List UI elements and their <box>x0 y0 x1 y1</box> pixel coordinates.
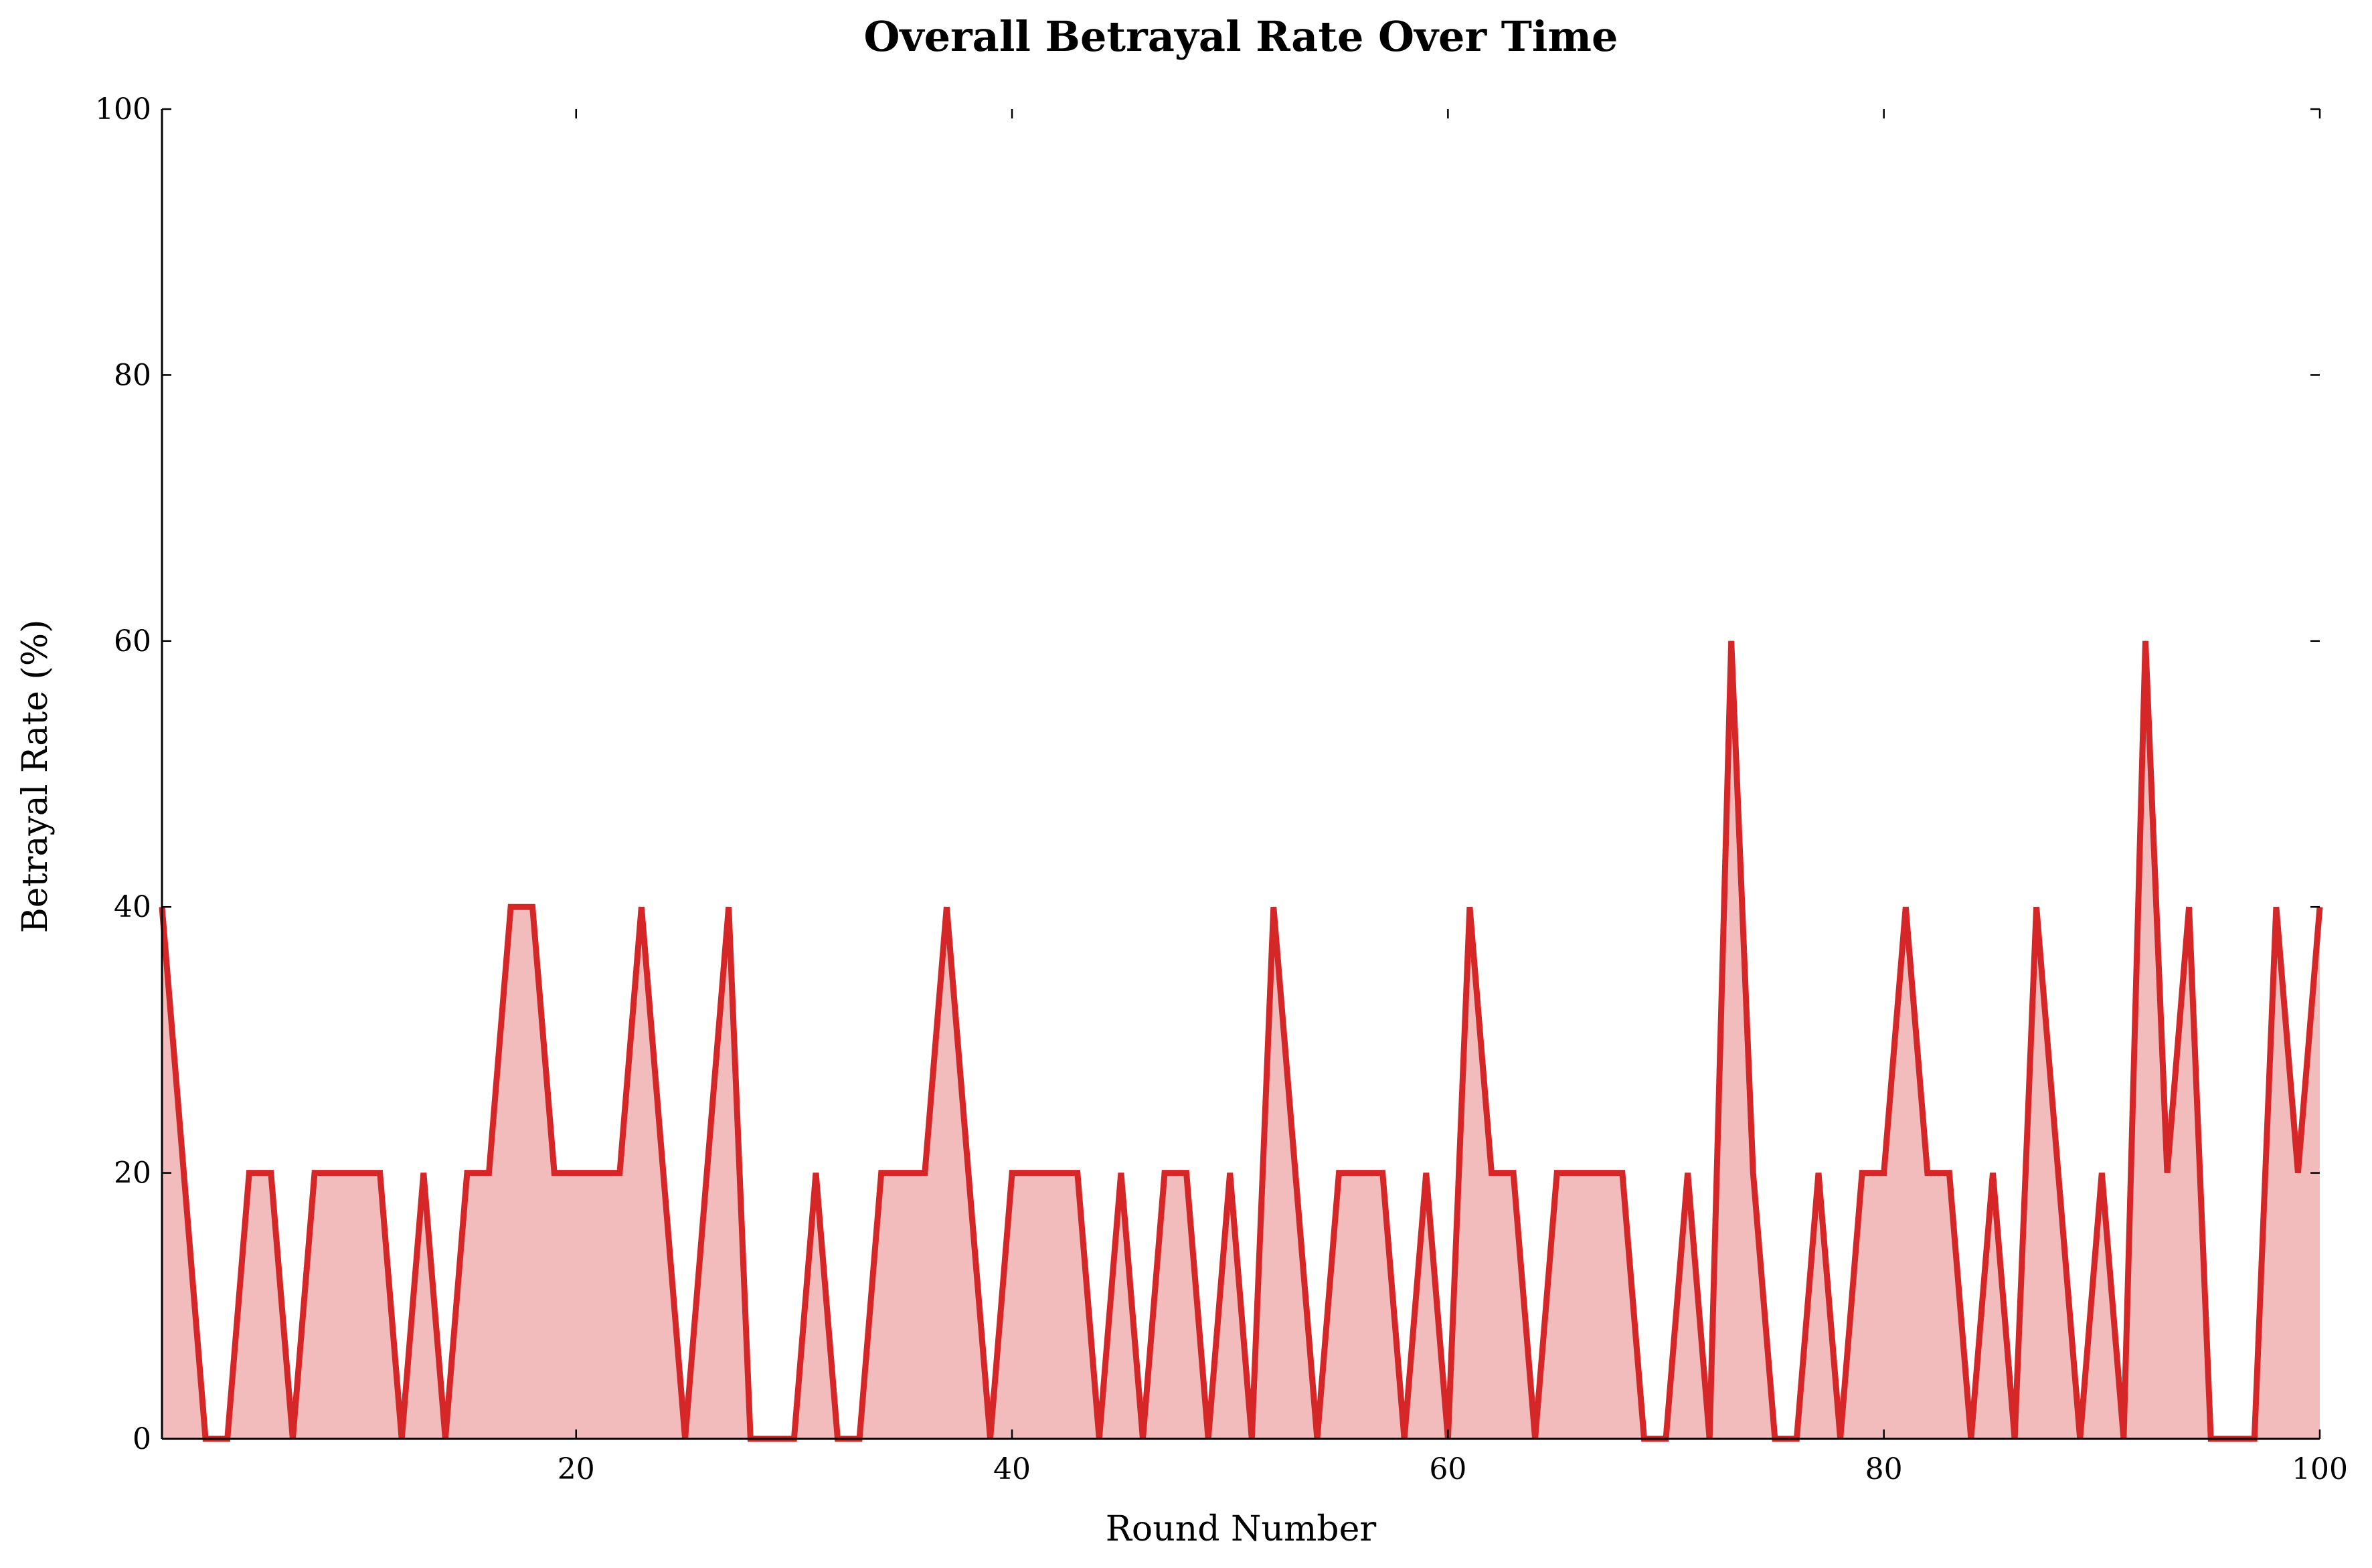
y-axis-label: Betrayal Rate (%) <box>15 620 56 934</box>
x-tick-label: 20 <box>558 1452 595 1486</box>
y-tick-label: 80 <box>114 358 151 392</box>
y-tick-label: 20 <box>114 1156 151 1191</box>
y-tick-label: 60 <box>114 624 151 659</box>
x-tick-label: 80 <box>1865 1452 1903 1486</box>
x-tick-label: 40 <box>993 1452 1031 1486</box>
x-axis-label: Round Number <box>1106 1509 1377 1549</box>
x-tick-label: 100 <box>2292 1452 2348 1486</box>
chart-title: Overall Betrayal Rate Over Time <box>864 12 1618 61</box>
y-tick-label: 100 <box>95 92 151 126</box>
series-line <box>159 640 2323 1442</box>
x-tick-label: 60 <box>1429 1452 1466 1486</box>
y-tick-label: 0 <box>133 1422 151 1456</box>
plot-area: 0 20 40 60 80 100 20 40 60 80 100 <box>95 92 2348 1486</box>
y-tick-label: 40 <box>114 890 151 924</box>
